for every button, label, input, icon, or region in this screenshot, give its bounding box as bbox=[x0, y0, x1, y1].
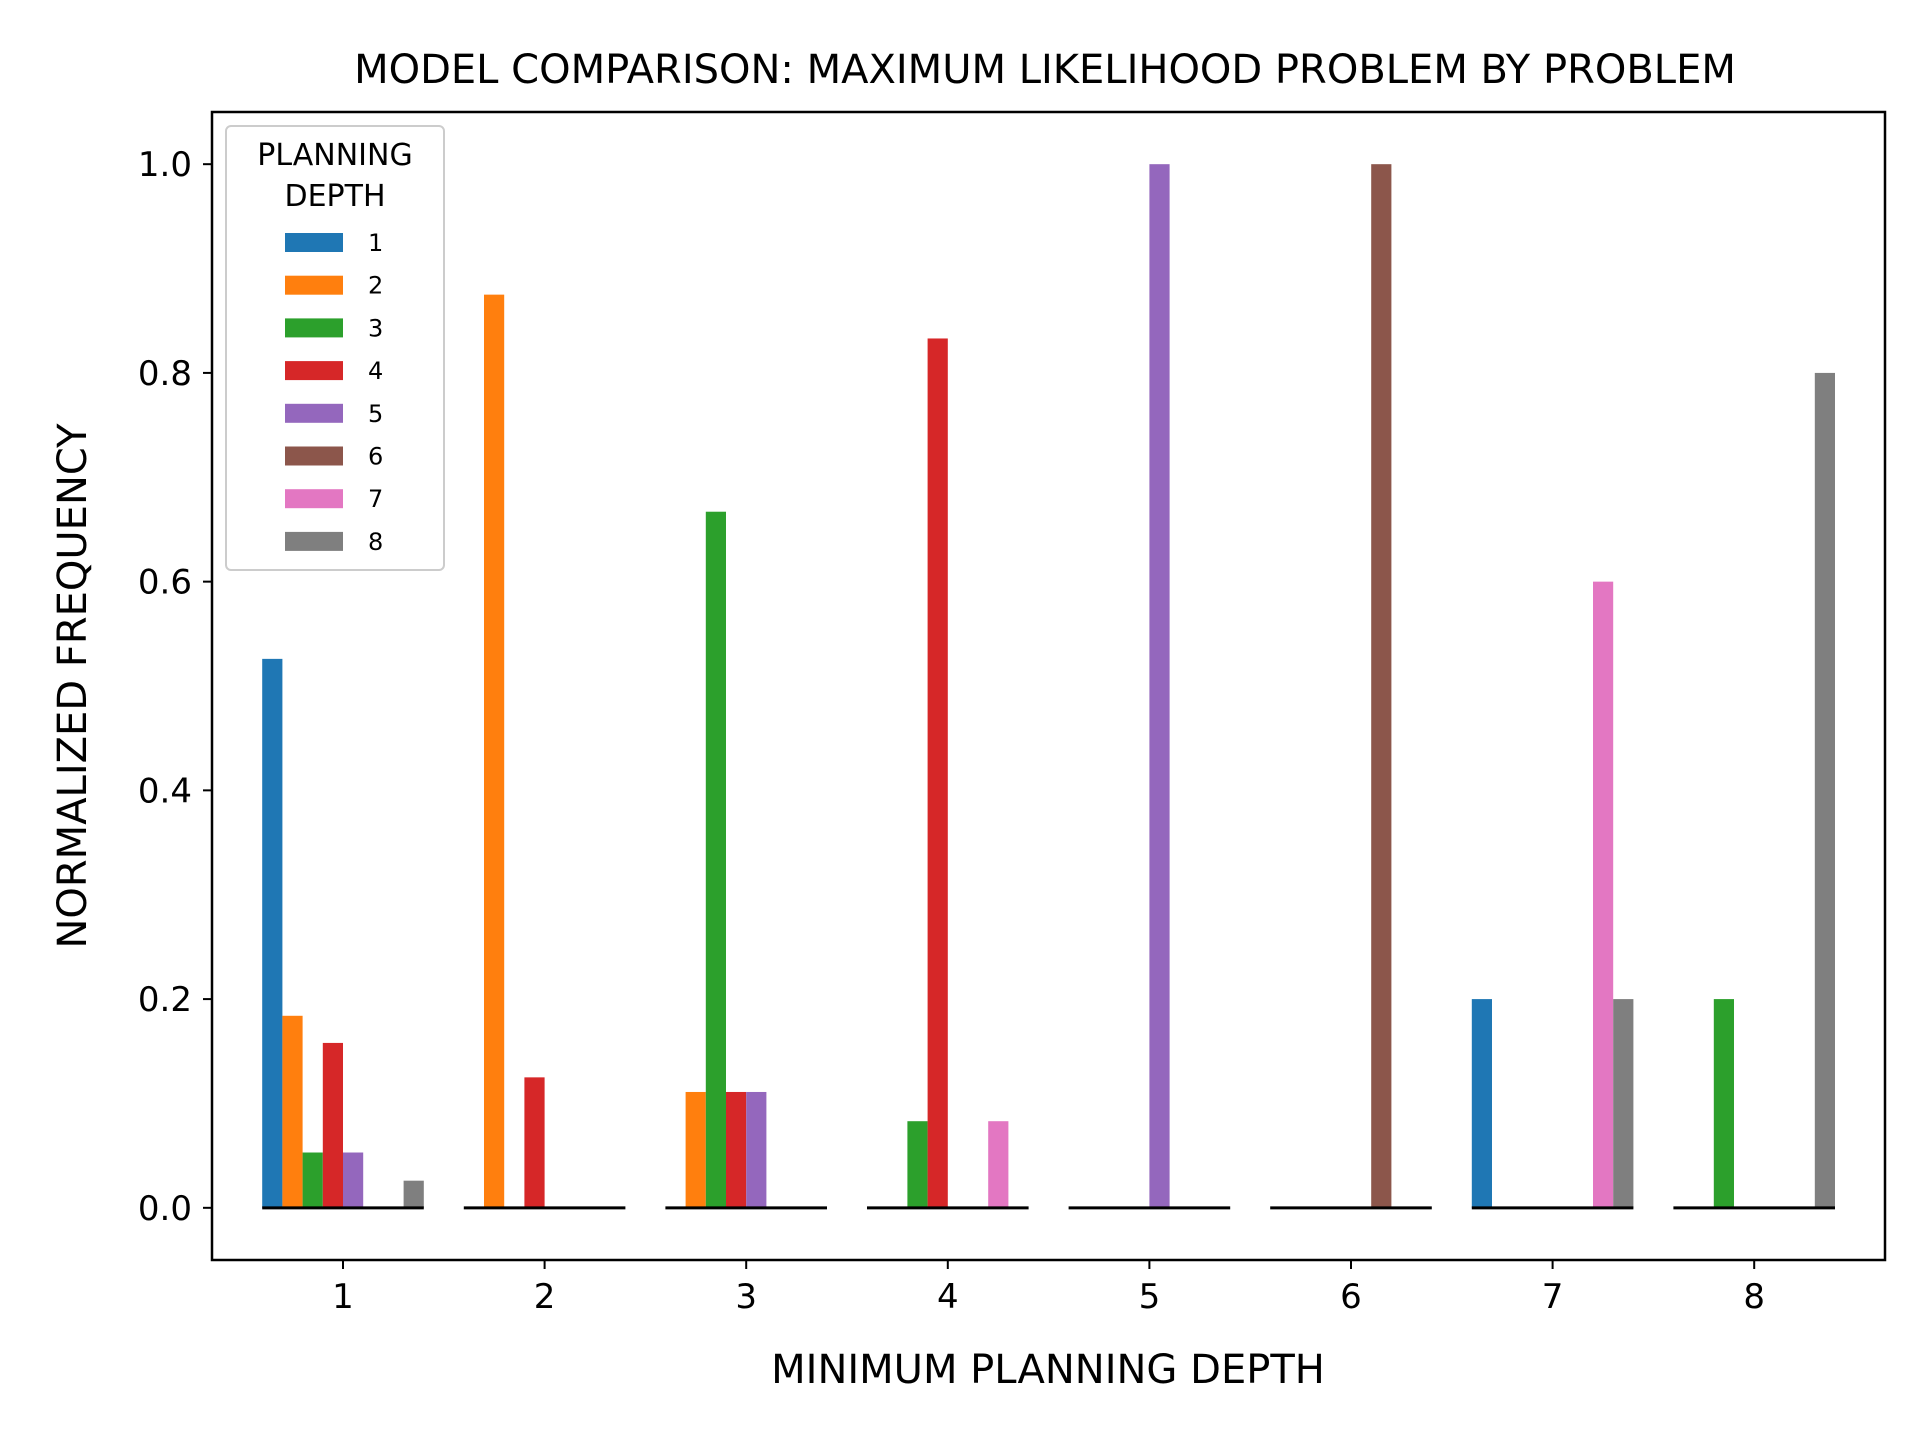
bar-depth-8-category-1 bbox=[403, 1180, 424, 1208]
legend-label-2: 2 bbox=[368, 272, 383, 300]
legend-swatch-5 bbox=[285, 403, 343, 423]
bar-depth-2-category-2 bbox=[484, 294, 505, 1208]
bar-depth-3-category-1 bbox=[302, 1152, 323, 1208]
y-tick-label: 0.4 bbox=[138, 771, 192, 811]
bar-depth-8-category-7 bbox=[1613, 999, 1634, 1208]
legend-label-5: 5 bbox=[368, 400, 383, 428]
bar-depth-1-category-1 bbox=[262, 658, 283, 1208]
legend-label-6: 6 bbox=[368, 443, 383, 471]
y-axis: 0.0 0.2 0.4 0.6 0.8 1.0 bbox=[138, 145, 212, 1229]
y-axis-label: NORMALIZED FREQUENCY bbox=[50, 423, 96, 949]
legend-title-line-2: DEPTH bbox=[284, 179, 385, 214]
legend-label-4: 4 bbox=[368, 357, 383, 385]
y-tick-label: 0.8 bbox=[138, 354, 192, 394]
bar-depth-3-category-3 bbox=[705, 511, 726, 1208]
y-tick-label: 1.0 bbox=[138, 145, 192, 185]
plot-area bbox=[262, 164, 1835, 1210]
x-tick-label: 5 bbox=[1139, 1277, 1161, 1317]
legend-swatch-2 bbox=[285, 275, 343, 295]
x-tick-label: 2 bbox=[534, 1277, 556, 1317]
bar-depth-4-category-2 bbox=[524, 1077, 545, 1208]
chart-title: MODEL COMPARISON: MAXIMUM LIKELIHOOD PRO… bbox=[354, 47, 1736, 93]
bar-depth-6-category-6 bbox=[1371, 164, 1392, 1208]
bar-depth-5-category-1 bbox=[343, 1152, 364, 1208]
legend-frame bbox=[225, 125, 445, 571]
bar-depth-5-category-5 bbox=[1149, 164, 1170, 1208]
legend-label-1: 1 bbox=[368, 229, 383, 257]
legend-swatch-8 bbox=[285, 531, 343, 551]
bar-depth-3-category-8 bbox=[1713, 999, 1734, 1208]
legend-label-8: 8 bbox=[368, 528, 383, 556]
legend-label-3: 3 bbox=[368, 314, 383, 342]
y-tick-label: 0.6 bbox=[138, 563, 192, 603]
legend-swatch-7 bbox=[285, 489, 343, 509]
y-tick-label: 0.2 bbox=[138, 980, 192, 1020]
legend-swatch-1 bbox=[285, 233, 343, 252]
legend-swatch-3 bbox=[285, 318, 343, 338]
x-axis: 1 2 3 4 5 6 7 8 bbox=[332, 1260, 1765, 1317]
bar-depth-4-category-4 bbox=[927, 338, 948, 1208]
x-axis-label: MINIMUM PLANNING DEPTH bbox=[771, 1347, 1325, 1393]
legend-title-line-1: PLANNING bbox=[257, 138, 412, 173]
x-tick-label: 1 bbox=[332, 1277, 354, 1317]
x-tick-label: 4 bbox=[937, 1277, 959, 1317]
y-tick-label: 0.0 bbox=[138, 1189, 192, 1229]
bar-depth-8-category-8 bbox=[1814, 372, 1835, 1208]
legend-swatch-4 bbox=[285, 361, 343, 381]
bar-depth-5-category-3 bbox=[746, 1091, 767, 1208]
bar-depth-1-category-7 bbox=[1471, 999, 1492, 1208]
bar-depth-4-category-1 bbox=[322, 1042, 343, 1208]
bar-depth-4-category-3 bbox=[726, 1091, 747, 1208]
x-tick-label: 3 bbox=[735, 1277, 757, 1317]
bar-depth-2-category-1 bbox=[282, 1015, 303, 1208]
legend-swatch-6 bbox=[285, 446, 343, 466]
plot-frame bbox=[210, 110, 1887, 1262]
bar-depth-7-category-7 bbox=[1593, 581, 1614, 1208]
bar-depth-7-category-4 bbox=[988, 1121, 1009, 1208]
x-tick-label: 6 bbox=[1340, 1277, 1362, 1317]
x-tick-label: 8 bbox=[1743, 1277, 1765, 1317]
bar-depth-2-category-3 bbox=[685, 1091, 706, 1208]
legend-label-7: 7 bbox=[368, 485, 383, 513]
bar-depth-3-category-4 bbox=[907, 1121, 928, 1208]
x-tick-label: 7 bbox=[1542, 1277, 1564, 1317]
legend: PLANNING DEPTH 1 2 3 4 5 6 7 8 bbox=[225, 125, 445, 571]
